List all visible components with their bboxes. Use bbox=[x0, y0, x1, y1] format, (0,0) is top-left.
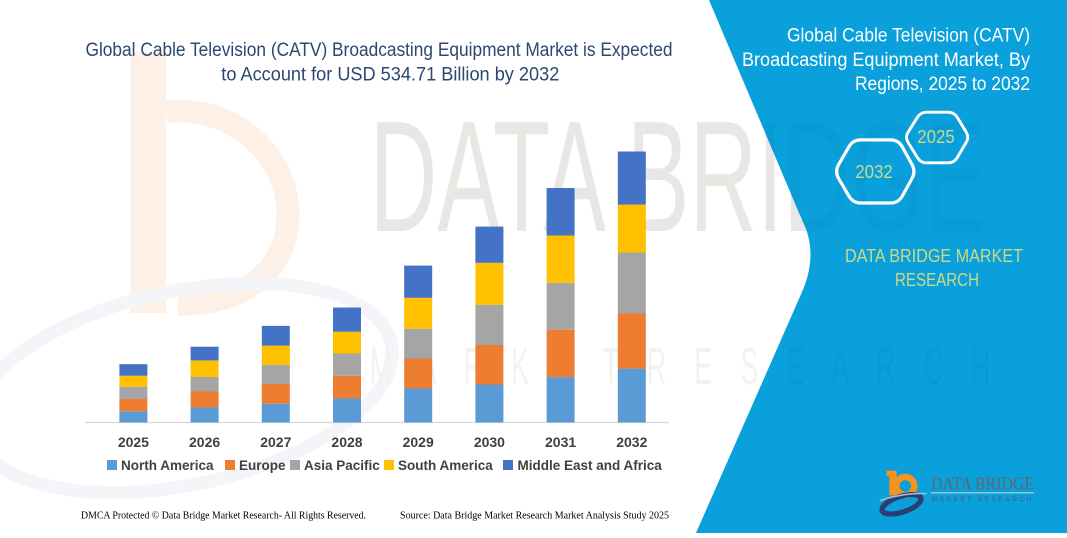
svg-text:Global Cable Television (CATV): Global Cable Television (CATV) bbox=[787, 25, 1030, 46]
svg-text:Source: Data Bridge Market Res: Source: Data Bridge Market Research Mark… bbox=[400, 510, 669, 522]
svg-text:DMCA Protected © Data Bridge M: DMCA Protected © Data Bridge Market Rese… bbox=[81, 510, 366, 522]
svg-text:Middle East and Africa: Middle East and Africa bbox=[518, 458, 663, 473]
svg-text:2025: 2025 bbox=[118, 434, 149, 450]
svg-text:Regions, 2025 to 2032: Regions, 2025 to 2032 bbox=[855, 74, 1030, 95]
svg-text:Broadcasting Equipment Market,: Broadcasting Equipment Market, By bbox=[742, 50, 1030, 71]
svg-text:2029: 2029 bbox=[403, 434, 434, 450]
svg-text:RESEARCH: RESEARCH bbox=[895, 269, 979, 290]
svg-text:2030: 2030 bbox=[474, 434, 505, 450]
svg-text:2026: 2026 bbox=[189, 434, 220, 450]
svg-text:2032: 2032 bbox=[616, 434, 647, 450]
svg-text:South America: South America bbox=[398, 458, 493, 473]
svg-text:2027: 2027 bbox=[260, 434, 291, 450]
svg-text:2031: 2031 bbox=[545, 434, 576, 450]
svg-text:DATA BRIDGE: DATA BRIDGE bbox=[931, 474, 1034, 494]
svg-text:MARKET RESEARCH: MARKET RESEARCH bbox=[932, 497, 1034, 504]
svg-text:to Account for USD 534.71 Bill: to Account for USD 534.71 Billion by 203… bbox=[221, 65, 559, 86]
svg-text:North America: North America bbox=[121, 458, 214, 473]
svg-text:DATA BRIDGE MARKET: DATA BRIDGE MARKET bbox=[845, 245, 1023, 266]
svg-text:Europe: Europe bbox=[239, 458, 286, 473]
svg-text:Global Cable Television (CATV): Global Cable Television (CATV) Broadcast… bbox=[86, 40, 673, 61]
svg-text:Asia Pacific: Asia Pacific bbox=[304, 458, 380, 473]
svg-text:2028: 2028 bbox=[331, 434, 362, 450]
svg-text:2025: 2025 bbox=[917, 126, 955, 147]
svg-text:2032: 2032 bbox=[855, 161, 893, 182]
